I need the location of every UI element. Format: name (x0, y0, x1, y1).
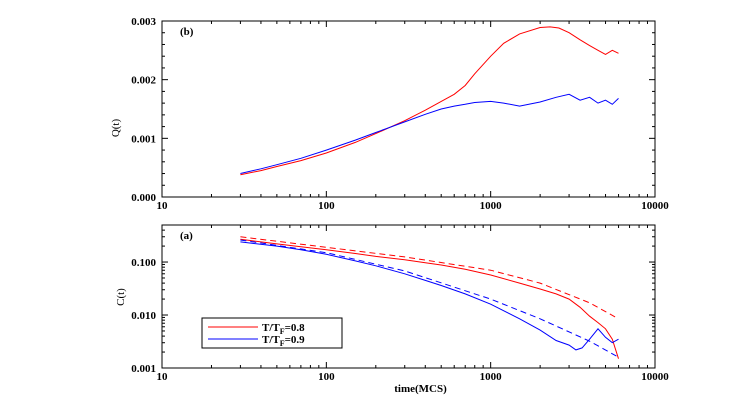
x-tick-label: 100 (318, 371, 335, 383)
y-axis-label: C(t) (115, 288, 127, 306)
x-tick-label: 1000 (480, 371, 503, 383)
panel-label: (b) (180, 26, 194, 38)
legend-label-value: =0.9 (285, 334, 306, 346)
series-line-1 (240, 26, 619, 176)
series-line-2 (240, 236, 619, 320)
y-tick-label: 0.100 (131, 257, 156, 269)
legend-label-main: T/T (262, 322, 280, 334)
plot-frame (161, 20, 656, 198)
y-tick-label: 0.010 (131, 310, 156, 322)
legend: T/TF=0.8T/TF=0.9 (201, 317, 343, 349)
series-line-3 (240, 241, 619, 351)
x-tick-label: 10 (157, 371, 169, 383)
legend-box (201, 317, 343, 349)
plot-frame (161, 224, 656, 369)
x-tick-label: 10000 (641, 200, 669, 212)
y-tick-label: 0.003 (131, 16, 156, 28)
legend-label-sub: F (280, 339, 285, 348)
panel-label: (a) (180, 230, 193, 242)
legend-label: T/TF=0.9 (262, 334, 305, 348)
y-tick-label: 0.001 (131, 133, 156, 145)
legend-label-main: T/T (262, 334, 280, 346)
x-tick-label: 1000 (480, 200, 503, 212)
y-tick-label: 0.000 (131, 192, 156, 204)
y-tick-label: 0.002 (131, 75, 156, 87)
x-axis-label: time(MCS) (394, 383, 447, 395)
panel-b-plot: 10 100 1000 10000 0.000 0.001 0.002 0.003 Q(t) (b… (110, 16, 669, 212)
legend-label: T/TF=0.8 (262, 322, 305, 336)
series-line-4 (240, 239, 619, 358)
series-line-2 (240, 93, 619, 174)
series-line-1 (240, 238, 619, 359)
x-tick-label: 10 (157, 200, 169, 212)
y-tick-label: 0.001 (131, 363, 156, 375)
legend-label-value: =0.8 (285, 322, 306, 334)
x-tick-label: 100 (318, 200, 335, 212)
x-tick-label: 10000 (641, 371, 669, 383)
panel-a-plot: 10 100 1000 10000 0.001 0.010 0.100 C(t) time(MC… (115, 224, 669, 395)
y-axis-label: Q(t) (110, 119, 122, 138)
legend-label-sub: F (280, 327, 285, 336)
